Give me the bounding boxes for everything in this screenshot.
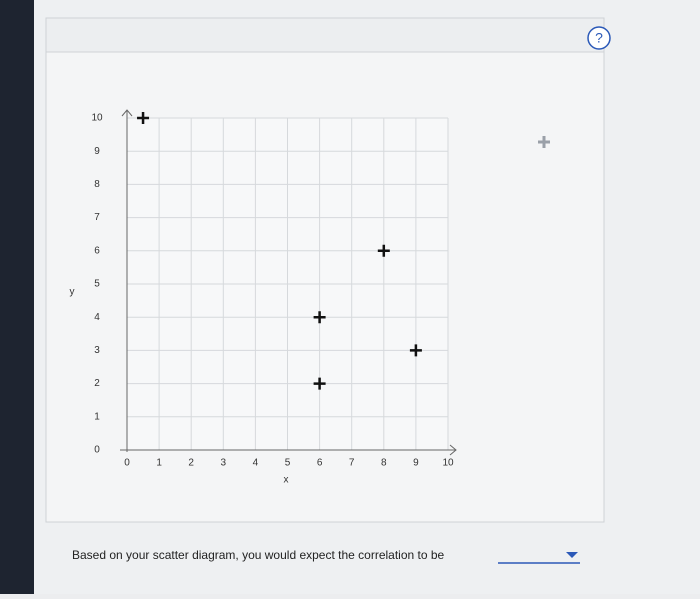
point: [137, 112, 150, 124]
y-tick-label: 10: [91, 113, 103, 124]
point: [313, 311, 326, 324]
panel-header: [45, 17, 605, 53]
x-tick-label: 8: [381, 458, 387, 469]
help-icon[interactable]: [587, 26, 611, 50]
y-tick-label: 6: [94, 245, 100, 256]
axes: [120, 109, 457, 456]
plot-tool[interactable]: [538, 136, 550, 148]
x-tick-label: 3: [221, 458, 227, 469]
help-label[interactable]: ?: [595, 30, 603, 46]
y-tick-label: 0: [94, 445, 100, 456]
x-tick-label: 0: [124, 458, 130, 469]
y-tick-label: 4: [94, 312, 100, 323]
y-tick-label: 9: [94, 146, 100, 157]
point: [377, 244, 390, 257]
bezel: [0, 0, 34, 594]
y-tick-label: 2: [94, 378, 100, 389]
x-tick-label: 1: [156, 458, 162, 469]
y-tick-label: 1: [94, 411, 100, 422]
x-axis-label: x: [284, 475, 289, 486]
y-tick-label: 5: [94, 279, 100, 290]
x-tick-label: 9: [413, 458, 419, 469]
y-tick-label: 7: [94, 212, 100, 223]
dropdown-arrow[interactable]: [566, 552, 578, 558]
x-tick-label: 2: [188, 458, 194, 469]
point: [313, 377, 326, 390]
y-axis-label: y: [70, 287, 75, 298]
x-tick-label: 5: [285, 458, 291, 469]
y-tick-label: 3: [94, 345, 100, 356]
x-tick-label: 4: [253, 458, 259, 469]
x-tick-label: 7: [349, 458, 355, 469]
y-tick-label: 8: [94, 179, 100, 190]
question-text: Based on your scatter diagram, you would…: [72, 548, 445, 562]
point: [409, 344, 422, 357]
x-tick-label: 6: [317, 458, 323, 469]
x-tick-label: 10: [442, 458, 454, 469]
